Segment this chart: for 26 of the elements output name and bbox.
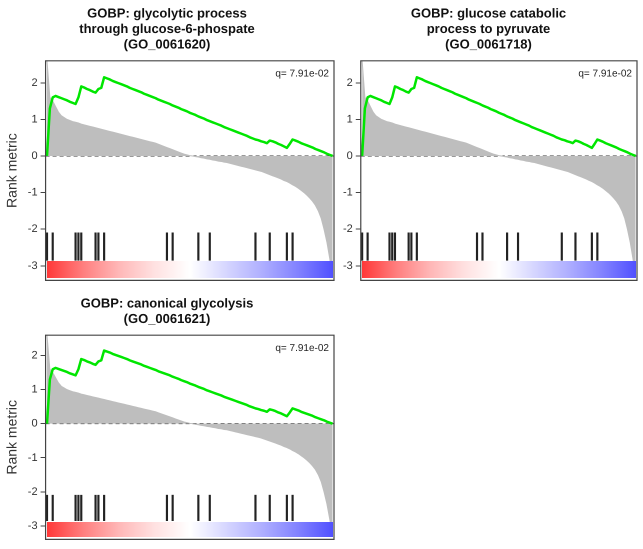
y-tick-label: 2 bbox=[31, 350, 38, 362]
y-tick-label: -3 bbox=[28, 520, 38, 532]
y-tick-label: -3 bbox=[28, 260, 38, 272]
y-tick-label: 0 bbox=[346, 150, 353, 162]
y-tick-label: -1 bbox=[28, 186, 38, 199]
y-tick-label: -3 bbox=[343, 260, 353, 272]
y-axis-title: Rank metric bbox=[3, 133, 20, 208]
chart-title: GOBP: glucose catabolic process to pyruvate (GO_0061718) bbox=[410, 5, 566, 52]
y-tick-label: 2 bbox=[346, 76, 353, 89]
y-tick-label: 0 bbox=[31, 418, 38, 430]
y-tick-label: 1 bbox=[31, 384, 38, 396]
y-tick-label: 1 bbox=[31, 113, 38, 126]
annotation: q= 7.91e-02 bbox=[275, 68, 330, 80]
y-tick-label: -1 bbox=[343, 186, 353, 199]
chart-title: GOBP: glycolytic process through glucose-6-phospate (GO_0061620) bbox=[79, 5, 255, 52]
y-tick-label: -1 bbox=[28, 452, 38, 464]
annotation: q= 7.91e-02 bbox=[275, 342, 330, 354]
y-tick-label: 1 bbox=[346, 113, 353, 126]
y-axis-title: Rank metric bbox=[3, 400, 20, 475]
y-tick-label: -2 bbox=[343, 223, 353, 236]
y-tick-label: -2 bbox=[28, 223, 38, 236]
y-tick-label: 2 bbox=[31, 76, 38, 89]
chart-title: GOBP: canonical glycolysis (GO_0061621) bbox=[80, 295, 254, 326]
y-tick-label: -2 bbox=[28, 486, 38, 498]
y-tick-label: 0 bbox=[31, 150, 38, 162]
annotation: q= 7.91e-02 bbox=[578, 68, 632, 80]
